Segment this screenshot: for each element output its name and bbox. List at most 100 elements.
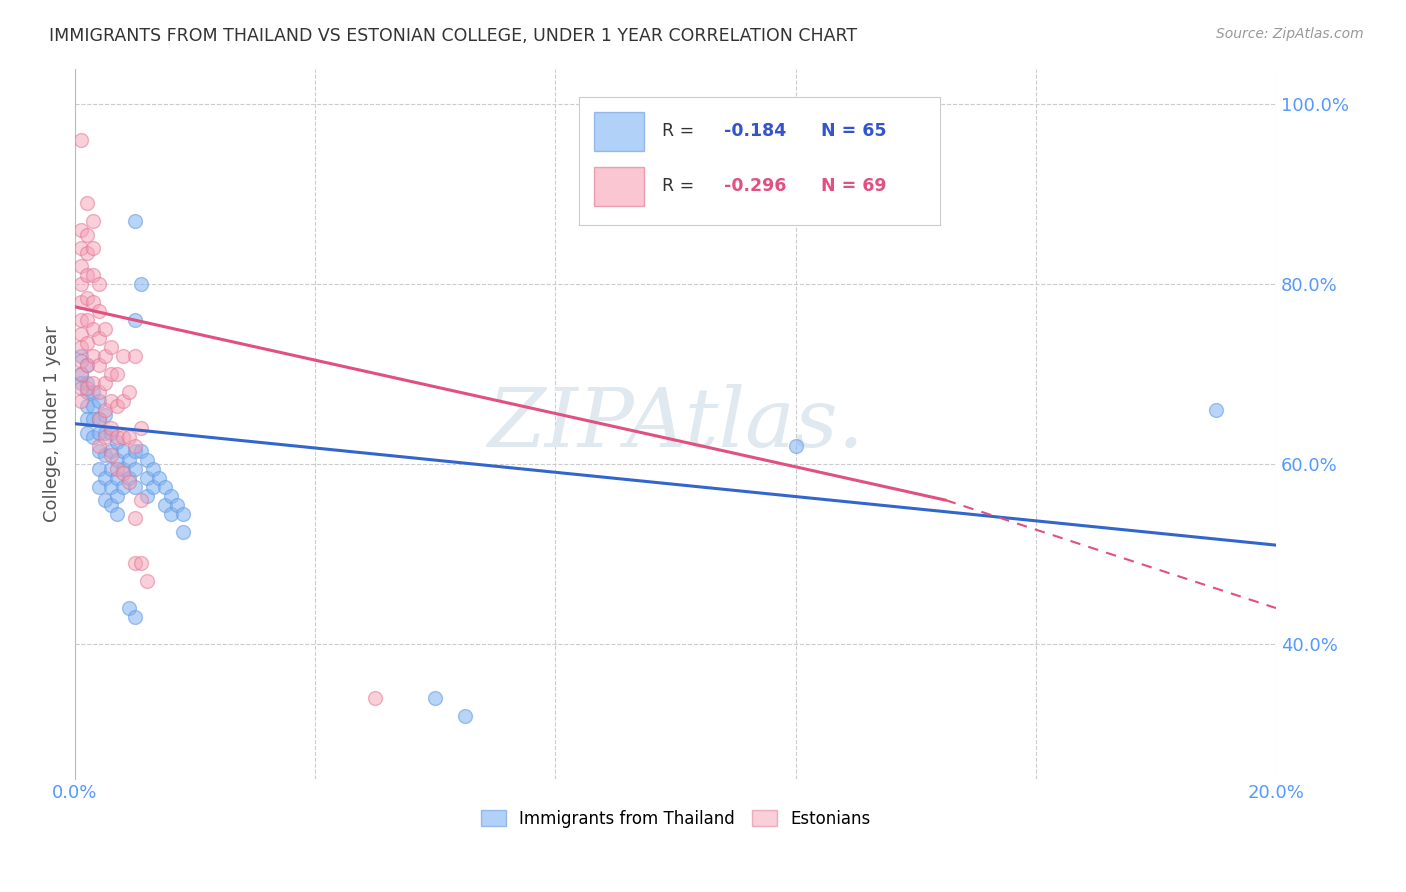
Point <box>1205 403 1227 417</box>
Point <box>94 403 117 417</box>
Point <box>153 480 176 494</box>
Point <box>118 430 141 444</box>
Point <box>105 430 128 444</box>
Point <box>105 489 128 503</box>
Point <box>100 443 122 458</box>
Point <box>153 498 176 512</box>
Point <box>166 498 188 512</box>
Point <box>105 507 128 521</box>
Point <box>76 291 98 305</box>
Point <box>70 368 93 382</box>
Point <box>76 335 98 350</box>
Point <box>76 381 98 395</box>
Point <box>82 430 104 444</box>
Point <box>124 313 146 327</box>
Point <box>76 399 98 413</box>
Point <box>76 313 98 327</box>
Point <box>100 498 122 512</box>
Point <box>70 376 93 391</box>
Point <box>87 439 110 453</box>
Point <box>94 322 117 336</box>
Point <box>70 277 93 292</box>
Point <box>118 601 141 615</box>
Point <box>172 524 194 539</box>
Point <box>82 268 104 283</box>
Point <box>160 489 183 503</box>
Point <box>87 412 110 426</box>
Legend: Immigrants from Thailand, Estonians: Immigrants from Thailand, Estonians <box>474 803 877 835</box>
Point <box>100 340 122 354</box>
Point <box>70 260 93 274</box>
Point <box>100 461 122 475</box>
Point <box>76 245 98 260</box>
Point <box>105 452 128 467</box>
Point <box>70 381 93 395</box>
Point <box>129 443 152 458</box>
Point <box>148 471 170 485</box>
Point <box>160 507 183 521</box>
Point <box>76 358 98 372</box>
Point <box>112 394 135 409</box>
Point <box>82 214 104 228</box>
Point <box>136 452 159 467</box>
Text: Source: ZipAtlas.com: Source: ZipAtlas.com <box>1216 27 1364 41</box>
Point <box>76 412 98 426</box>
Point <box>87 480 110 494</box>
Point <box>70 326 93 341</box>
Point <box>785 439 807 453</box>
Point <box>129 493 152 508</box>
Point <box>87 358 110 372</box>
Point <box>76 385 98 400</box>
Point <box>172 507 194 521</box>
Point <box>82 399 104 413</box>
Point <box>118 471 141 485</box>
Point <box>76 425 98 440</box>
Point <box>87 385 110 400</box>
Point <box>82 385 104 400</box>
Point <box>70 133 93 147</box>
Point <box>100 421 122 435</box>
Point <box>94 493 117 508</box>
Point <box>100 394 122 409</box>
Point <box>112 349 135 363</box>
Point <box>70 223 93 237</box>
Point <box>124 610 146 624</box>
Point <box>136 489 159 503</box>
Point <box>105 461 128 475</box>
Point <box>364 690 387 705</box>
Point <box>94 425 117 440</box>
Point <box>112 430 135 444</box>
Point <box>82 295 104 310</box>
Point <box>124 480 146 494</box>
Point <box>100 448 122 462</box>
Point <box>82 349 104 363</box>
Point <box>76 376 98 391</box>
Point <box>100 368 122 382</box>
Point <box>87 425 110 440</box>
Point <box>124 443 146 458</box>
Point <box>70 295 93 310</box>
Point <box>118 475 141 490</box>
Point <box>129 556 152 570</box>
Point <box>129 421 152 435</box>
Point <box>82 241 104 255</box>
Point <box>70 368 93 382</box>
Point <box>76 358 98 372</box>
Point <box>87 394 110 409</box>
Point <box>76 227 98 242</box>
Point <box>76 268 98 283</box>
Point <box>124 349 146 363</box>
Point <box>94 448 117 462</box>
Point <box>70 349 93 363</box>
Point <box>112 466 135 480</box>
Point <box>118 452 141 467</box>
Point <box>87 331 110 345</box>
Point <box>112 443 135 458</box>
Point <box>70 241 93 255</box>
Point <box>94 376 117 391</box>
Text: ZIPAtlas.: ZIPAtlas. <box>486 384 865 464</box>
Point <box>87 461 110 475</box>
Point <box>124 439 146 453</box>
Point <box>100 425 122 440</box>
Point <box>136 574 159 588</box>
